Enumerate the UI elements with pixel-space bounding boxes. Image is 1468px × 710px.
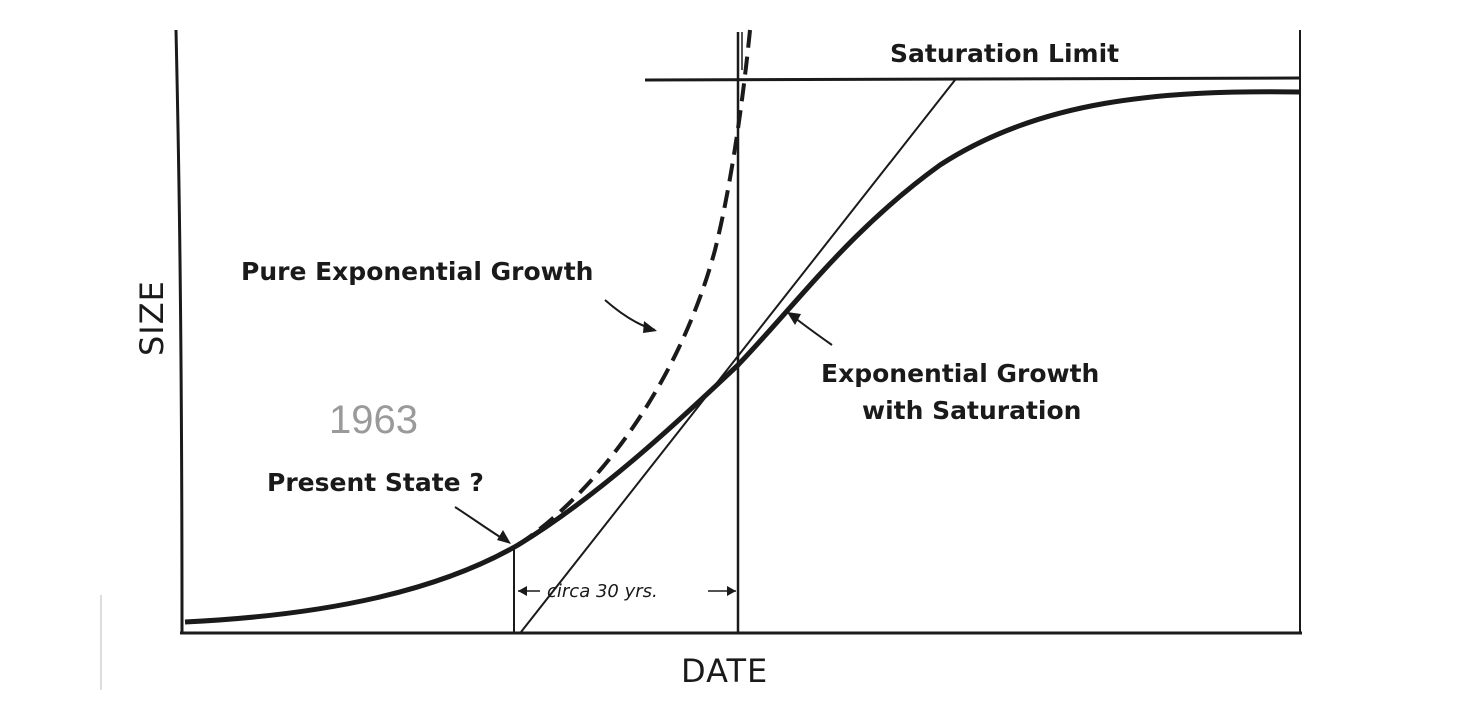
present-state-label: Present State ? <box>267 468 484 497</box>
interval-arrowhead-right <box>727 586 736 596</box>
saturating-growth-label-line2: with Saturation <box>862 396 1081 425</box>
saturation-curve <box>184 89 1301 625</box>
year-label: 1963 <box>329 398 418 442</box>
interval-arrowhead-left <box>518 586 527 596</box>
x-axis-label: DATE <box>681 652 768 690</box>
saturation-growth-pointer-head <box>787 312 801 325</box>
y-axis-label: SIZE <box>133 280 171 356</box>
pure-growth-label: Pure Exponential Growth <box>241 257 593 286</box>
saturation-limit-label: Saturation Limit <box>890 39 1119 68</box>
present-state-pointer-head <box>497 530 511 544</box>
tangent-line <box>520 79 956 633</box>
pure-growth-pointer-head <box>643 321 657 333</box>
pure-exponential-curve <box>516 29 752 547</box>
saturating-growth-label-line1: Exponential Growth <box>821 359 1099 388</box>
interval-label: circa 30 yrs. <box>547 581 658 602</box>
y-axis <box>174 29 184 634</box>
saturation-limit-line <box>644 76 1301 82</box>
